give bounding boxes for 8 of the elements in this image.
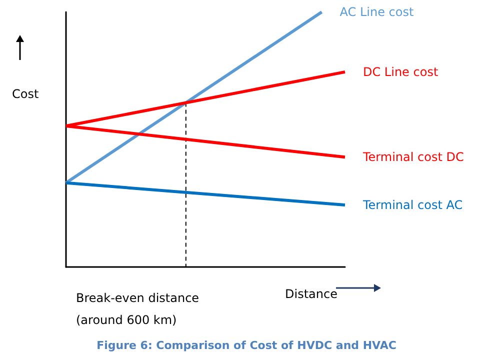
y-axis-title: Cost: [12, 87, 39, 101]
x-axis-title: Distance: [285, 287, 338, 301]
series-label: Terminal cost DC: [362, 150, 464, 164]
text: Figure 6: Comparison of Cost of HVDC and HVAC: [96, 339, 396, 352]
series-label: Terminal cost AC: [362, 198, 463, 212]
series-label: DC Line cost: [363, 64, 438, 79]
text: Break-even distance (around 600 km): [76, 291, 200, 327]
series-label: AC Line cost: [340, 5, 414, 19]
